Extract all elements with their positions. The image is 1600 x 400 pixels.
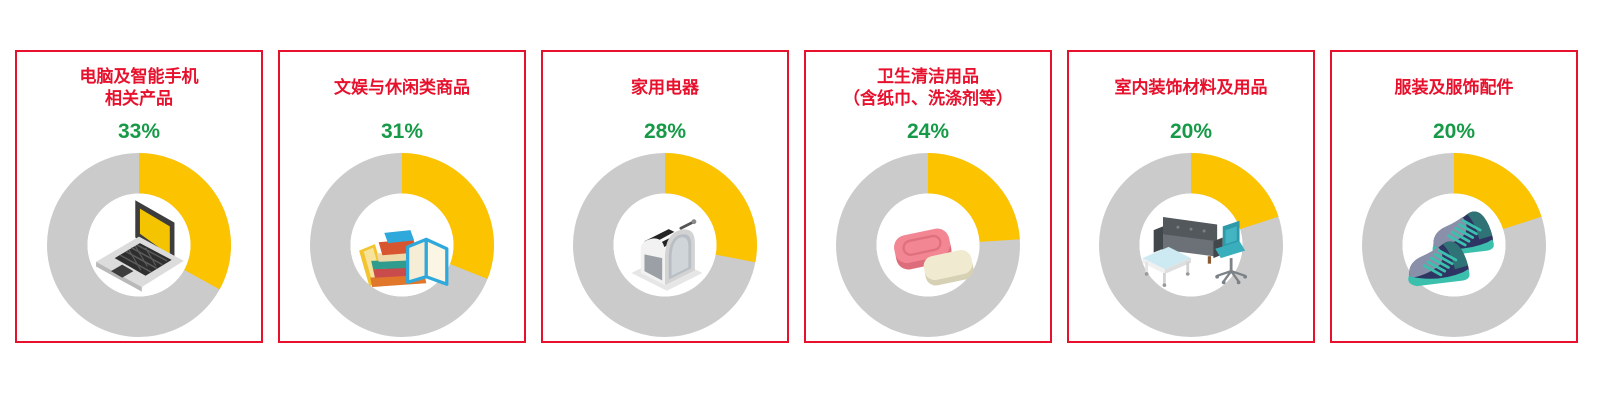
category-title: 家用电器 [631,78,699,97]
category-panel: 服装及服饰配件 20% [1330,50,1578,343]
donut-chart [310,153,494,337]
category-panel: 电脑及智能手机 相关产品 33% [15,50,263,343]
category-panel: 室内装饰材料及用品 20% [1067,50,1315,343]
donut-filled-arc [310,153,494,337]
category-percent: 20% [1169,120,1213,143]
category-title: 文娱与休闲类商品 [334,78,470,97]
category-title: 室内装饰材料及用品 [1114,78,1268,97]
furniture-icon [1135,189,1247,301]
donut-filled-arc [1099,153,1283,337]
category-panel: 卫生清洁用品 （含纸巾、洗涤剂等） 24% [804,50,1052,343]
donut-chart [836,153,1020,337]
books-icon [346,189,458,301]
category-title: 电脑及智能手机 相关产品 [79,67,199,108]
panel-row: 电脑及智能手机 相关产品 33% 文娱与休闲类商品 31% [15,50,1578,343]
category-percent: 33% [117,120,161,143]
donut-filled-arc [836,153,1020,337]
toaster-icon [609,189,721,301]
donut-chart [47,153,231,337]
donut-filled-arc [1362,153,1546,337]
category-percent: 28% [643,120,687,143]
category-title: 服装及服饰配件 [1394,78,1514,97]
category-panel: 家用电器 28% [541,50,789,343]
category-title: 卫生清洁用品 （含纸巾、洗涤剂等） [843,67,1013,108]
donut-filled-arc [573,153,757,337]
category-percent: 20% [1432,120,1476,143]
donut-chart [1362,153,1546,337]
category-panel: 文娱与休闲类商品 31% [278,50,526,343]
donut-chart [1099,153,1283,337]
category-percent: 31% [380,120,424,143]
donut-chart [573,153,757,337]
sneakers-icon [1398,189,1510,301]
category-percent: 24% [906,120,950,143]
donut-filled-arc [47,153,231,337]
laptop-icon [83,189,195,301]
soap-icon [872,189,984,301]
